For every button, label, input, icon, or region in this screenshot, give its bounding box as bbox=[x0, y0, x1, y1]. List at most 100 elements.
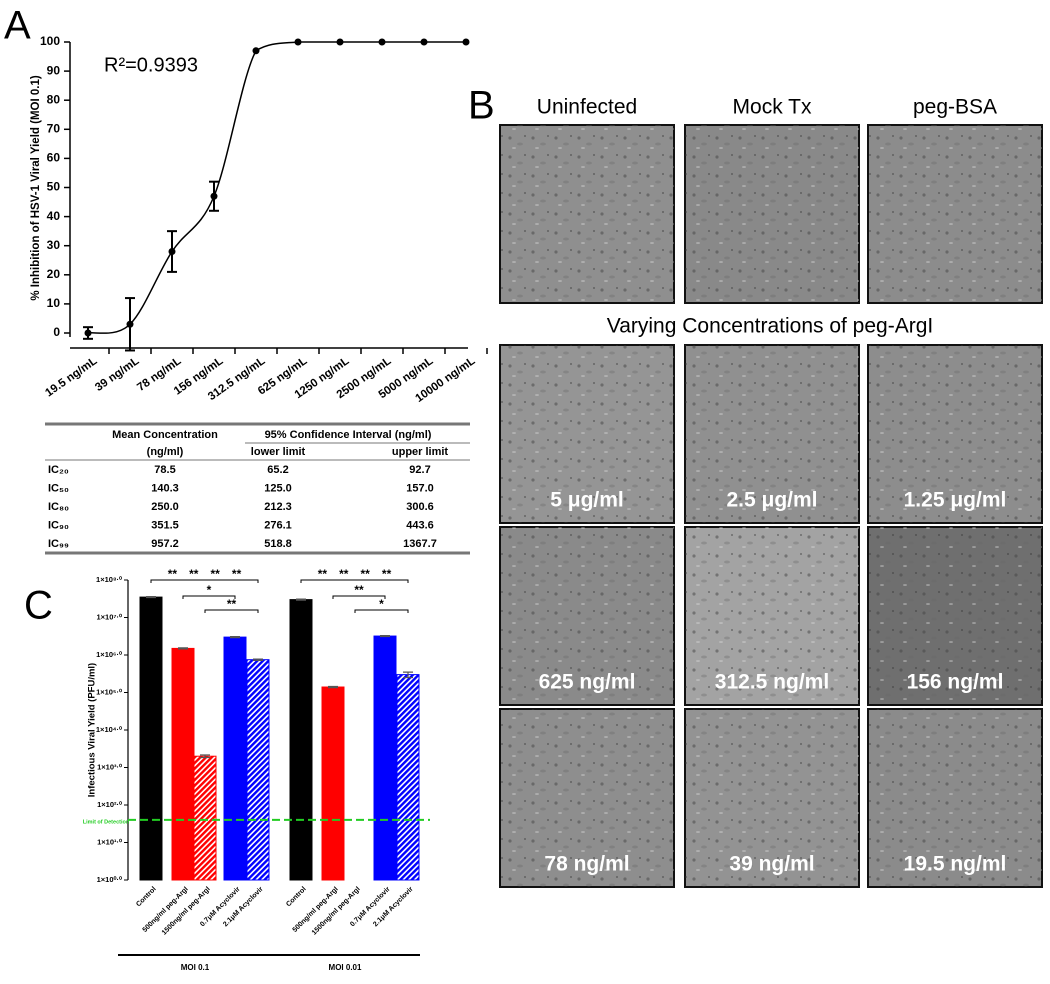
y-tick-label: 1×10¹·⁰ bbox=[97, 837, 123, 846]
table-cell: 212.3 bbox=[264, 501, 292, 513]
table-header: lower limit bbox=[251, 446, 306, 458]
table-cell: IC₅₀ bbox=[48, 482, 69, 494]
error-bar bbox=[178, 647, 188, 650]
table-cell: 65.2 bbox=[267, 464, 288, 476]
table-cell: IC₉₉ bbox=[48, 538, 69, 550]
table-cell: 518.8 bbox=[264, 538, 292, 550]
table-cell: 957.2 bbox=[151, 538, 179, 550]
bar bbox=[139, 596, 163, 881]
y-tick-label: 1×10⁰·⁰ bbox=[97, 875, 123, 884]
error-bar bbox=[200, 754, 210, 759]
data-point bbox=[378, 38, 386, 46]
section-title: Varying Concentrations of peg-ArgI bbox=[607, 315, 933, 338]
micrograph-texture bbox=[500, 125, 674, 303]
table-cell: 140.3 bbox=[151, 482, 179, 494]
table-cell: 250.0 bbox=[151, 501, 179, 513]
significance-label: ** bbox=[211, 567, 221, 581]
table-cell: 276.1 bbox=[264, 519, 292, 531]
image-label: 2.5 μg/ml bbox=[726, 489, 817, 512]
micrograph-texture bbox=[868, 345, 1042, 523]
significance-label: ** bbox=[168, 567, 178, 581]
y-tick-label: 20 bbox=[47, 267, 61, 281]
table-cell: 300.6 bbox=[406, 501, 434, 513]
image-label: 39 ng/ml bbox=[729, 853, 814, 876]
x-tick-label: 2.1μM Acyclovir bbox=[372, 886, 415, 929]
table-header: upper limit bbox=[392, 446, 449, 458]
bar bbox=[171, 647, 195, 881]
image-label: 312.5 ng/ml bbox=[715, 671, 829, 694]
significance-bracket bbox=[300, 579, 409, 583]
significance-label: ** bbox=[318, 567, 328, 581]
table-cell: 125.0 bbox=[264, 482, 292, 494]
y-tick-label: 40 bbox=[47, 209, 61, 223]
bar bbox=[373, 635, 397, 881]
data-point bbox=[126, 320, 134, 328]
micrograph-texture bbox=[868, 709, 1042, 887]
y-tick-label: 10 bbox=[47, 296, 61, 310]
x-tick-label: Control bbox=[135, 886, 158, 909]
micrograph-texture bbox=[685, 709, 859, 887]
error-bar bbox=[253, 658, 263, 661]
data-point bbox=[252, 47, 260, 55]
error-bar bbox=[380, 634, 390, 638]
x-tick-label: Control bbox=[285, 886, 308, 909]
micrograph-texture bbox=[868, 125, 1042, 303]
table-cell: IC₂₀ bbox=[48, 464, 69, 476]
error-bar bbox=[230, 635, 240, 639]
table-cell: IC₈₀ bbox=[48, 501, 69, 513]
y-tick-label: 1×10⁸·⁰ bbox=[96, 575, 123, 584]
table-cell: 443.6 bbox=[406, 519, 434, 531]
image-label: 625 ng/ml bbox=[539, 671, 636, 694]
bar bbox=[321, 686, 345, 881]
significance-label: ** bbox=[339, 567, 349, 581]
panel-label: A bbox=[4, 4, 31, 48]
y-axis-label: % Inhibition of HSV-1 Viral Yield (MOI 0… bbox=[30, 75, 42, 301]
y-tick-label: 0 bbox=[53, 325, 60, 339]
significance-bracket bbox=[150, 579, 259, 583]
x-tick-label: 2.1μM Acyclovir bbox=[222, 886, 265, 929]
bar bbox=[223, 636, 247, 881]
image-label: 19.5 ng/ml bbox=[904, 853, 1007, 876]
table-header: (ng/ml) bbox=[147, 446, 184, 458]
y-tick-label: 1×10³·⁰ bbox=[97, 762, 123, 771]
y-tick-label: 1×10⁶·⁰ bbox=[96, 650, 123, 659]
bar bbox=[289, 599, 313, 881]
y-tick-label: 1×10²·⁰ bbox=[97, 800, 123, 809]
y-tick-label: 70 bbox=[47, 121, 61, 135]
x-tick-label: 39 ng/mL bbox=[93, 355, 141, 394]
data-point bbox=[420, 38, 428, 46]
significance-label: ** bbox=[227, 597, 237, 611]
y-tick-label: 1×10⁴·⁰ bbox=[96, 725, 123, 734]
significance-bracket bbox=[354, 609, 409, 613]
column-title: peg-BSA bbox=[913, 96, 997, 119]
significance-bracket bbox=[182, 595, 236, 599]
significance-label: * bbox=[207, 583, 212, 597]
micrograph-texture bbox=[500, 527, 674, 705]
micrograph-texture bbox=[685, 527, 859, 705]
data-point bbox=[168, 248, 176, 256]
x-tick-label: 19.5 ng/mL bbox=[43, 355, 99, 399]
micrograph-texture bbox=[500, 345, 674, 523]
y-tick-label: 80 bbox=[47, 92, 61, 106]
group-label: MOI 0.01 bbox=[329, 963, 362, 972]
image-label: 1.25 μg/ml bbox=[904, 489, 1007, 512]
significance-label: ** bbox=[189, 567, 199, 581]
table-cell: 92.7 bbox=[409, 464, 430, 476]
table-cell: IC₉₀ bbox=[48, 519, 69, 531]
panel-label: B bbox=[468, 84, 495, 128]
y-tick-label: 100 bbox=[40, 34, 60, 48]
significance-label: * bbox=[379, 597, 384, 611]
significance-label: ** bbox=[361, 567, 371, 581]
table-header: 95% Confidence Interval (ng/ml) bbox=[265, 429, 432, 441]
data-point bbox=[336, 38, 344, 46]
micrograph-texture bbox=[868, 527, 1042, 705]
group-label: MOI 0.1 bbox=[181, 963, 210, 972]
table-cell: 157.0 bbox=[406, 482, 434, 494]
data-point bbox=[294, 38, 302, 46]
significance-label: ** bbox=[232, 567, 242, 581]
annotation: R²=0.9393 bbox=[104, 54, 198, 76]
image-label: 5 μg/ml bbox=[550, 489, 624, 512]
image-label: 156 ng/ml bbox=[907, 671, 1004, 694]
error-bar bbox=[296, 598, 306, 601]
